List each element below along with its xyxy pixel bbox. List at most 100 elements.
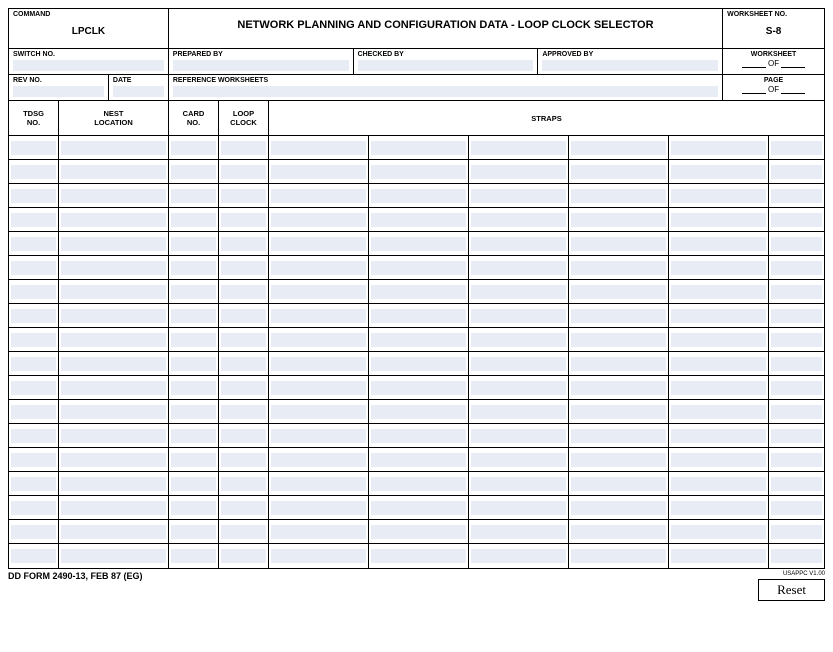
cell-input[interactable] [771,237,822,251]
cell-input[interactable] [471,429,566,443]
cell-input[interactable] [11,549,56,563]
cell-input[interactable] [771,141,822,155]
cell-input[interactable] [371,189,466,203]
cell-input[interactable] [271,501,366,515]
cell-input[interactable] [171,381,216,395]
cell-input[interactable] [271,453,366,467]
cell-input[interactable] [221,141,266,155]
cell-input[interactable] [471,213,566,227]
cell-input[interactable] [11,501,56,515]
cell-input[interactable] [221,405,266,419]
cell-input[interactable] [671,357,766,371]
cell-input[interactable] [571,501,666,515]
cell-input[interactable] [11,453,56,467]
cell-input[interactable] [671,165,766,179]
cell-input[interactable] [271,213,366,227]
worksheet-current-input[interactable] [742,60,766,68]
cell-input[interactable] [471,357,566,371]
cell-input[interactable] [171,213,216,227]
cell-input[interactable] [11,189,56,203]
cell-input[interactable] [221,261,266,275]
cell-input[interactable] [61,309,166,323]
cell-input[interactable] [571,285,666,299]
cell-input[interactable] [471,237,566,251]
cell-input[interactable] [61,213,166,227]
cell-input[interactable] [271,381,366,395]
cell-input[interactable] [171,333,216,347]
cell-input[interactable] [11,309,56,323]
cell-input[interactable] [171,405,216,419]
cell-input[interactable] [371,405,466,419]
cell-input[interactable] [61,405,166,419]
cell-input[interactable] [171,477,216,491]
checked-by-input[interactable] [358,60,534,71]
cell-input[interactable] [571,357,666,371]
cell-input[interactable] [371,261,466,275]
cell-input[interactable] [171,141,216,155]
cell-input[interactable] [171,429,216,443]
cell-input[interactable] [171,285,216,299]
cell-input[interactable] [61,525,166,539]
cell-input[interactable] [771,381,822,395]
cell-input[interactable] [371,381,466,395]
cell-input[interactable] [371,549,466,563]
cell-input[interactable] [471,333,566,347]
cell-input[interactable] [371,309,466,323]
cell-input[interactable] [61,189,166,203]
cell-input[interactable] [11,237,56,251]
cell-input[interactable] [61,501,166,515]
page-current-input[interactable] [742,86,766,94]
cell-input[interactable] [671,261,766,275]
cell-input[interactable] [671,309,766,323]
cell-input[interactable] [471,525,566,539]
cell-input[interactable] [11,381,56,395]
cell-input[interactable] [471,453,566,467]
page-total-input[interactable] [781,86,805,94]
cell-input[interactable] [221,357,266,371]
cell-input[interactable] [571,405,666,419]
prepared-by-input[interactable] [173,60,349,71]
cell-input[interactable] [11,285,56,299]
cell-input[interactable] [221,549,266,563]
cell-input[interactable] [61,453,166,467]
cell-input[interactable] [671,453,766,467]
cell-input[interactable] [221,213,266,227]
cell-input[interactable] [371,357,466,371]
cell-input[interactable] [671,429,766,443]
cell-input[interactable] [221,525,266,539]
cell-input[interactable] [11,165,56,179]
cell-input[interactable] [271,237,366,251]
cell-input[interactable] [11,333,56,347]
cell-input[interactable] [371,141,466,155]
cell-input[interactable] [371,333,466,347]
reset-button[interactable]: Reset [758,579,825,601]
cell-input[interactable] [471,381,566,395]
cell-input[interactable] [771,549,822,563]
cell-input[interactable] [571,525,666,539]
cell-input[interactable] [771,525,822,539]
cell-input[interactable] [11,429,56,443]
cell-input[interactable] [671,549,766,563]
cell-input[interactable] [221,453,266,467]
cell-input[interactable] [371,501,466,515]
cell-input[interactable] [271,429,366,443]
cell-input[interactable] [771,261,822,275]
cell-input[interactable] [671,189,766,203]
cell-input[interactable] [671,237,766,251]
cell-input[interactable] [171,237,216,251]
cell-input[interactable] [671,141,766,155]
cell-input[interactable] [671,285,766,299]
cell-input[interactable] [671,213,766,227]
worksheet-total-input[interactable] [781,60,805,68]
cell-input[interactable] [671,477,766,491]
cell-input[interactable] [61,357,166,371]
cell-input[interactable] [171,261,216,275]
cell-input[interactable] [221,285,266,299]
cell-input[interactable] [11,213,56,227]
cell-input[interactable] [171,525,216,539]
cell-input[interactable] [771,285,822,299]
cell-input[interactable] [271,189,366,203]
cell-input[interactable] [221,237,266,251]
cell-input[interactable] [371,165,466,179]
cell-input[interactable] [221,381,266,395]
